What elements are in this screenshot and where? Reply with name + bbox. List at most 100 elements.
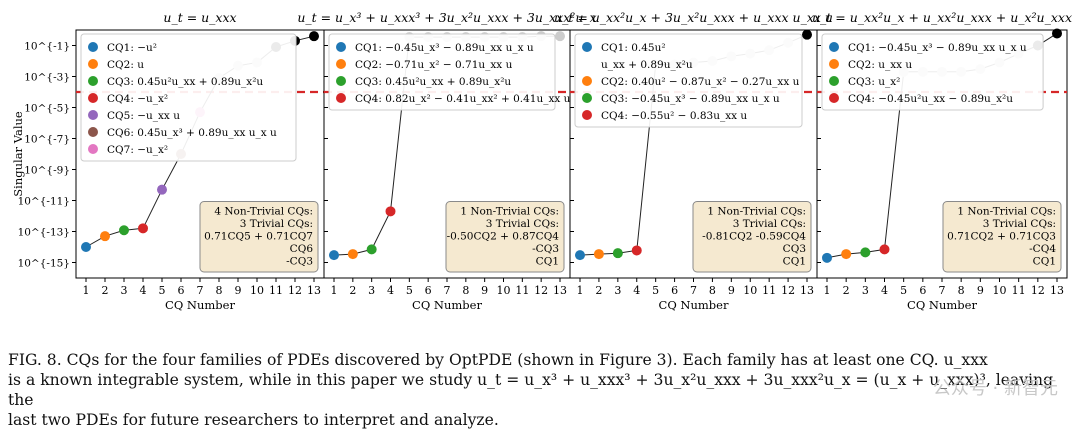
legend-label: CQ1: −0.45u_x³ − 0.89u_xx u_x u [848,42,1027,54]
legend-label: CQ5: −u_xx u [107,110,180,122]
x-tick-label: 4 [881,284,888,297]
legend-marker [88,59,98,69]
y-tick-label: 10^{-3} [24,72,70,84]
legend-marker [582,110,592,120]
x-tick-label: 1 [824,284,831,297]
x-tick-label: 13 [1050,284,1064,297]
chart-title-1: u_t = u_xxx [163,10,236,25]
legend-marker [88,110,98,120]
legend-marker [829,59,839,69]
legend-box-2 [328,33,556,111]
chart-title-3: u_t = u_xx²u_x + 3u_x²u_xxx + u_xxx u_xx… [554,10,833,25]
x-tick-label: 3 [614,284,621,297]
x-tick-label: 7 [444,284,451,297]
legend-label: CQ4: −u_x² [107,93,168,105]
x-tick-label: 11 [269,284,283,297]
legend-marker [829,76,839,86]
x-tick-label: 10 [497,284,511,297]
legend-marker [336,76,346,86]
legend-box-1 [80,33,297,162]
legend-label: CQ2: −0.71u_x² − 0.71u_xx u [355,59,513,71]
x-tick-label: 8 [216,284,223,297]
x-tick-label: 3 [862,284,869,297]
summary-line: CQ6 [290,243,314,255]
x-tick-label: 3 [368,284,375,297]
x-axis-label-1: CQ Number [165,298,235,312]
legend-marker [582,93,592,103]
legend-marker [582,76,592,86]
data-point-cq1 [575,250,585,261]
x-tick-label: 5 [159,284,166,297]
x-tick-label: 5 [900,284,907,297]
watermark: 公众号 · 新智元 [932,378,1058,399]
caption-line-1: FIG. 8. CQs for the four families of PDE… [8,351,988,369]
legend-marker [88,93,98,103]
chart-title-4: u_t = u_xx²u_x + u_xx²u_xxx + u_x²u_xxx [812,10,1072,25]
data-point-cq3 [612,248,623,259]
y-tick-label: 10^{-5} [24,103,70,115]
summary-line: -CQ4 [1029,243,1056,255]
x-axis-label-2: CQ Number [412,298,482,312]
x-tick-label: 7 [197,284,204,297]
x-tick-label: 7 [939,284,946,297]
x-tick-label: 12 [288,284,302,297]
x-tick-label: 8 [958,284,965,297]
data-point-cq1 [329,250,339,261]
legend-marker [88,144,98,154]
legend-marker [582,42,592,52]
y-tick-label: 10^{-1} [24,41,70,53]
data-point-cq1 [81,242,91,252]
legend-label: CQ4: −0.45u²u_xx − 0.89u_x²u [848,93,1013,105]
x-tick-label: 10 [250,284,264,297]
x-tick-label: 4 [633,284,640,297]
summary-line: 0.71CQ2 + 0.71CQ3 [947,231,1056,243]
summary-line: 1 Non-Trivial CQs: [957,206,1056,218]
summary-line: 4 Non-Trivial CQs: [214,206,313,218]
figure-caption: FIG. 8. CQs for the four families of PDE… [8,350,1074,430]
x-axis-label-4: CQ Number [907,298,977,312]
x-tick-label: 9 [235,284,242,297]
legend-marker [336,93,346,103]
x-tick-label: 8 [709,284,716,297]
x-tick-label: 9 [481,284,488,297]
x-axis-label-3: CQ Number [659,298,729,312]
x-tick-label: 4 [140,284,147,297]
x-tick-label: 12 [1031,284,1045,297]
legend-marker [88,42,98,52]
x-tick-label: 6 [671,284,678,297]
data-point-cq5 [157,184,167,195]
x-tick-label: 5 [652,284,659,297]
legend-label: CQ1: −u² [107,42,157,54]
legend-label: u_xx + 0.89u_x²u [601,59,693,71]
legend-label: CQ2: u_xx u [848,59,912,71]
data-point-cq2 [100,231,110,242]
data-point-cq2 [593,249,604,260]
data-point-cq2 [841,249,852,260]
x-tick-label: 11 [762,284,776,297]
summary-line: CQ1 [1033,256,1056,268]
summary-line: -CQ3 [532,243,559,255]
data-point-cq13 [802,29,812,40]
legend-marker [336,59,346,69]
summary-line: 3 Trivial CQs: [733,218,806,230]
legend-label: CQ1: −0.45u_x³ − 0.89u_xx u_x u [355,42,534,54]
y-tick-label: 10^{-13} [18,227,70,239]
data-point-cq13 [555,31,565,42]
x-tick-label: 12 [781,284,795,297]
x-tick-label: 2 [349,284,356,297]
x-tick-label: 6 [178,284,185,297]
x-tick-label: 8 [462,284,469,297]
summary-line: CQ1 [536,256,559,268]
legend-label: CQ6: 0.45u_x³ + 0.89u_xx u_x u [107,127,277,139]
legend-marker [88,76,98,86]
data-point-cq3 [119,225,129,236]
legend-label: CQ4: 0.82u_x² − 0.41u_xx² + 0.41u_xx u [355,93,571,105]
x-tick-label: 6 [425,284,432,297]
x-tick-label: 7 [690,284,697,297]
y-axis-label: Singular Value [11,111,25,197]
data-point-cq1 [822,252,832,263]
data-point-cq3 [860,247,871,258]
x-tick-label: 9 [728,284,735,297]
y-tick-label: 10^{-15} [18,258,70,270]
legend-box-4 [821,33,1044,111]
